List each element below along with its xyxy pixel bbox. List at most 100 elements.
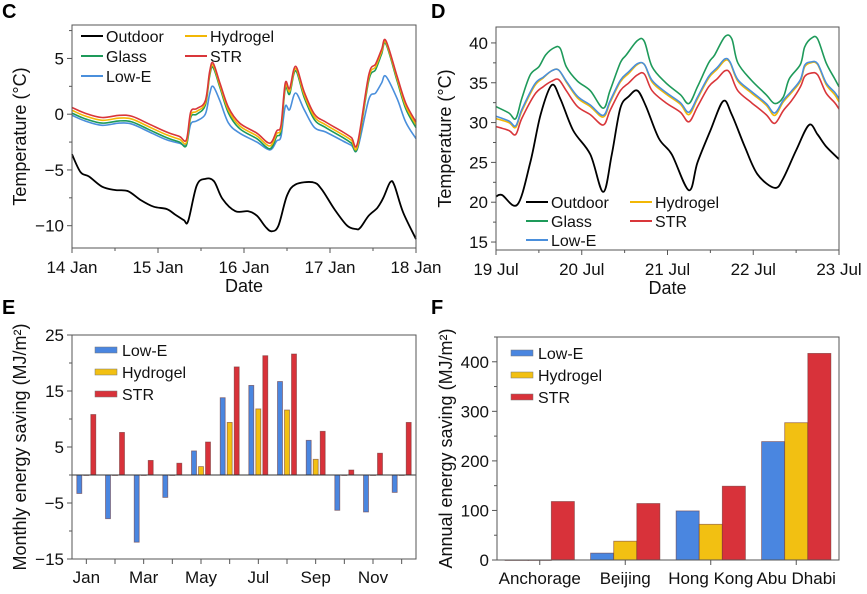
bar-str-nov: [377, 452, 383, 476]
y-tick-label: 20: [469, 193, 488, 212]
bar-str-feb: [119, 431, 125, 476]
x-tick-label: 16 Jan: [218, 258, 269, 277]
bar-low-e-jan: [76, 474, 83, 494]
x-tick-label: 17 Jan: [304, 258, 355, 277]
bar-hydrogel-jul: [255, 408, 262, 476]
panel-e-monthly-energy-saving: Jan Mar May Jul Sep Nov −15 −5 5 15 25 Monthly ener…: [10, 323, 417, 587]
legend-label-str: STR: [122, 387, 154, 404]
bar-str-aug: [291, 353, 297, 476]
legend-swatch-hydrogel: [510, 371, 534, 379]
bar-str-sep: [319, 430, 326, 476]
legend-label-outdoor: Outdoor: [551, 195, 609, 212]
bar-low-e-apr: [162, 474, 169, 498]
y-tick-label: 25: [45, 326, 64, 345]
y-axis-title: Monthly energy saving (MJ/m²): [10, 323, 30, 570]
series-line-low-e: [71, 74, 417, 153]
legend-label-low-e: Low-E: [122, 343, 167, 360]
y-tick-label: 30: [469, 114, 488, 133]
series-line-str: [71, 38, 417, 148]
bar-str-jul: [262, 355, 269, 476]
y-tick-label: 5: [55, 438, 64, 457]
panel-letter-d: D: [431, 1, 445, 23]
series-line-outdoor: [71, 153, 417, 240]
bar-low-e-jul: [248, 384, 255, 476]
legend-swatch-str: [510, 393, 534, 401]
bar-str-beijing: [636, 503, 661, 561]
panel-letter-c: C: [2, 1, 16, 23]
panel-letter-f: F: [431, 297, 443, 319]
x-tick-label: 14 Jan: [46, 258, 97, 277]
bar-hydrogel-abu-dhabi: [784, 422, 809, 561]
bar-low-e-abu-dhabi: [761, 441, 786, 561]
x-tick-label: 23 Jul: [816, 260, 861, 279]
panel-f-annual-energy-saving: Anchorage Beijing Hong Kong Abu Dhabi 0 100 20…: [436, 328, 840, 588]
bar-str-abu-dhabi: [807, 352, 832, 561]
bar-str-jan: [90, 414, 97, 476]
bar-str-may: [205, 441, 211, 476]
legend-label-low-e: Low-E: [551, 233, 596, 250]
series-line-outdoor: [495, 83, 840, 207]
series-line-str: [495, 69, 840, 136]
legend-label-str: STR: [538, 390, 570, 407]
x-tick-label: Beijing: [600, 569, 651, 588]
legend-label-str: STR: [210, 49, 242, 66]
legend-swatch-hydrogel: [94, 368, 118, 376]
y-axis-title: Annual energy saving (MJ/m²): [436, 328, 456, 568]
x-tick-label: Jul: [247, 568, 269, 587]
bar-str-hong-kong: [721, 485, 746, 561]
x-tick-label: Anchorage: [499, 569, 581, 588]
x-tick-label: Mar: [129, 568, 159, 587]
legend-label-hydrogel: Hydrogel: [122, 365, 186, 382]
bar-low-e-jun: [219, 397, 226, 476]
y-tick-label: −10: [35, 217, 64, 236]
y-tick-label: 25: [469, 153, 488, 172]
bar-hydrogel-beijing: [613, 540, 638, 561]
panel-letter-e: E: [2, 297, 15, 319]
bar-hydrogel-may: [198, 466, 204, 476]
y-tick-label: 0: [480, 551, 489, 570]
bar-low-e-feb: [105, 474, 111, 520]
y-tick-label: −5: [45, 494, 64, 513]
bar-low-e-sep: [305, 439, 312, 476]
bar-str-oct: [348, 469, 355, 476]
bar-hydrogel-hong-kong: [698, 523, 723, 561]
x-tick-label: 18 Jan: [390, 258, 441, 277]
x-tick-label: Abu Dhabi: [757, 569, 836, 588]
y-tick-label: 40: [469, 34, 488, 53]
legend-label-outdoor: Outdoor: [106, 29, 164, 46]
y-tick-label: 35: [469, 74, 488, 93]
y-axis-title: Temperature (°C): [10, 67, 30, 205]
x-tick-label: Nov: [358, 568, 389, 587]
bar-str-dec: [405, 421, 412, 476]
legend-label-glass: Glass: [551, 214, 592, 231]
panel-d-temperature-summer: 19 Jul 20 Jul 21 Jul 22 Jul 23 Jul Date 15 20 25…: [435, 26, 862, 298]
y-tick-label: 100: [461, 501, 489, 520]
bar-str-mar: [147, 459, 154, 476]
x-tick-label: 19 Jul: [473, 260, 518, 279]
legend-label-glass: Glass: [106, 49, 147, 66]
bar-hydrogel-sep: [312, 458, 319, 476]
bar-low-e-oct: [334, 474, 341, 511]
bar-low-e-may: [191, 450, 197, 476]
legend-label-low-e: Low-E: [106, 69, 151, 86]
bar-low-e-aug: [277, 381, 283, 476]
bar-low-e-mar: [133, 474, 140, 543]
y-tick-label: 0: [55, 105, 64, 124]
y-tick-label: 15: [45, 382, 64, 401]
x-tick-label: May: [185, 568, 218, 587]
x-tick-label: 21 Jul: [645, 260, 690, 279]
series-line-glass: [495, 34, 840, 120]
x-tick-label: 22 Jul: [731, 260, 776, 279]
x-tick-label: Jan: [73, 568, 100, 587]
legend-label-hydrogel: Hydrogel: [655, 195, 719, 212]
bar-hydrogel-aug: [284, 409, 290, 476]
plot-frame: [496, 336, 840, 561]
x-tick-label: Hong Kong: [668, 569, 753, 588]
legend-swatch-str: [94, 390, 118, 398]
x-axis-title: Date: [225, 276, 263, 296]
x-tick-label: 15 Jan: [132, 258, 183, 277]
bar-low-e-dec: [391, 474, 398, 493]
legend-swatch-low-e: [94, 346, 118, 354]
legend-swatch-low-e: [510, 349, 534, 357]
